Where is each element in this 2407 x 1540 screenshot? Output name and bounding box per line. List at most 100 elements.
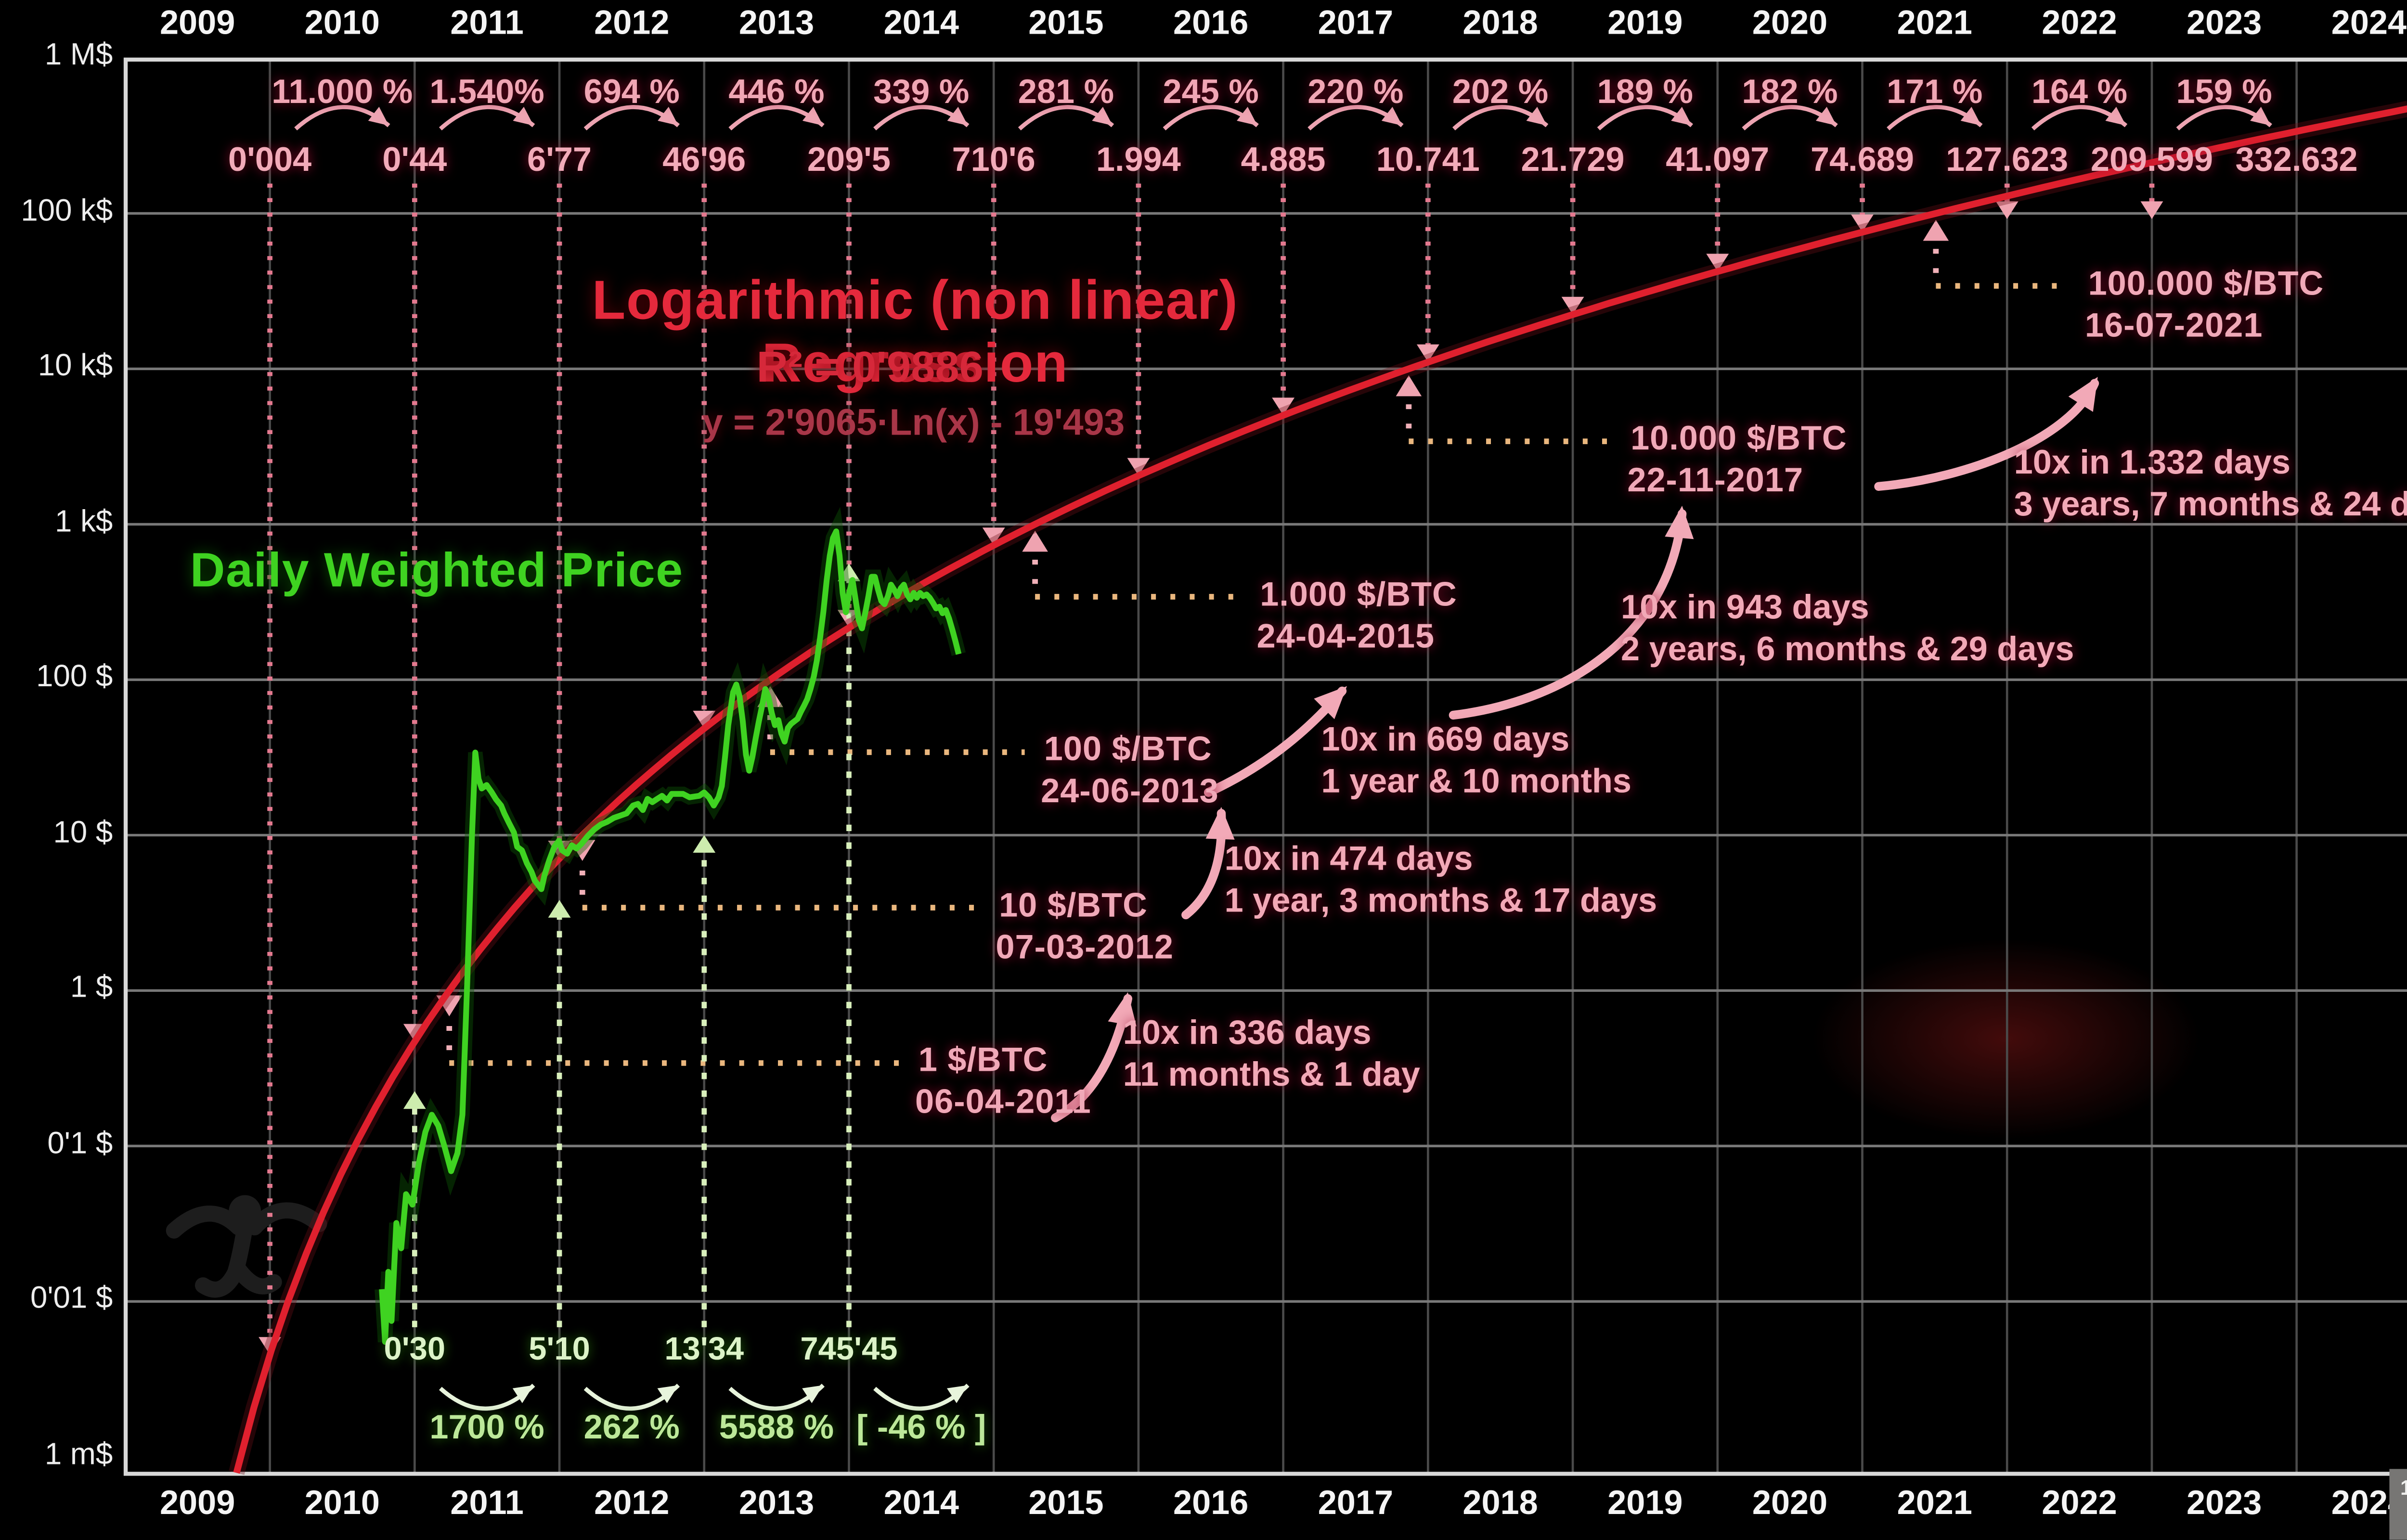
price-axis-label-left: 10 k$ — [38, 349, 113, 384]
milestone-date-label: 07-03-2012 — [996, 928, 1174, 966]
year-label-top: 2022 — [2042, 5, 2117, 42]
tenx-note-line2: 3 years, 7 months & 24 days — [2014, 486, 2407, 524]
reg-growth-label: 189 % — [1597, 74, 1693, 111]
milestone-price-label: 10.000 $/BTC — [1631, 420, 1847, 458]
reg-value-label: 0'004 — [228, 141, 312, 179]
price-marker-label: 745'45 — [800, 1332, 898, 1368]
version-box: 14-10-2014 v 1.1 — [2389, 1469, 2407, 1540]
year-label-top: 2016 — [1173, 5, 1249, 42]
price-curve — [379, 528, 962, 1345]
tenx-note-line1: 10x in 669 days — [1321, 721, 1570, 759]
reg-growth-label: 1.540% — [429, 74, 544, 111]
year-label-bottom: 2023 — [2187, 1485, 2262, 1522]
tenx-note-line1: 10x in 474 days — [1224, 841, 1473, 878]
price-axis-label-left: 1 m$ — [44, 1437, 113, 1472]
reg-growth-label: 11.000 % — [272, 74, 413, 111]
tenx-note-line2: 11 months & 1 day — [1123, 1056, 1420, 1094]
year-label-top: 2010 — [304, 5, 380, 42]
reg-value-label: 21.729 — [1521, 141, 1625, 179]
reg-value-label: 1.994 — [1096, 141, 1181, 179]
price-axis-label-left: 100 $ — [36, 660, 113, 694]
reg-value-label: 4.885 — [1241, 141, 1326, 179]
milestone-date-label: 24-04-2015 — [1256, 617, 1435, 655]
year-label-bottom: 2012 — [594, 1485, 670, 1522]
yearly-gain-label: [ -46 % ] — [856, 1409, 986, 1447]
yearly-gain-label: 1700 % — [429, 1409, 544, 1447]
reg-growth-label: 164 % — [2031, 74, 2128, 111]
milestone-price-label: 100.000 $/BTC — [2088, 265, 2324, 302]
regression-curve — [233, 105, 2407, 1474]
reg-value-label: 41.097 — [1666, 141, 1770, 179]
year-label-bottom: 2010 — [304, 1485, 380, 1522]
year-label-bottom: 2013 — [738, 1485, 815, 1522]
milestone-price-label: 1 $/BTC — [918, 1042, 1048, 1079]
year-label-top: 2017 — [1318, 5, 1394, 42]
year-label-bottom: 2019 — [1607, 1485, 1683, 1522]
price-marker-label: 0'30 — [384, 1332, 446, 1368]
tenx-note-line2: 1 year & 10 months — [1321, 763, 1632, 801]
tenx-note-line1: 10x in 943 days — [1620, 589, 1869, 627]
year-label-bottom: 2015 — [1028, 1485, 1104, 1522]
reg-growth-label: 182 % — [1742, 74, 1838, 111]
year-label-top: 2021 — [1897, 5, 1972, 42]
reg-growth-label: 694 % — [583, 74, 680, 111]
regression-equation: y = 2'9065·Ln(x) - 19'493 — [702, 401, 1125, 443]
year-label-top: 2023 — [2187, 5, 2262, 42]
version-date: 14-10-2014 — [2389, 1476, 2407, 1500]
price-axis-label-left: 0'1 $ — [47, 1127, 113, 1161]
reg-growth-label: 446 % — [728, 74, 825, 111]
reg-value-label: 209.599 — [2090, 141, 2213, 179]
year-label-top: 2024 — [2331, 5, 2407, 42]
reg-value-label: 74.689 — [1810, 141, 1914, 179]
milestone-date-label: 22-11-2017 — [1627, 462, 1804, 500]
price-axis-label-left: 0'01 $ — [30, 1282, 113, 1316]
price-marker-label: 13'34 — [664, 1332, 744, 1368]
yearly-gain-label: 262 % — [583, 1409, 680, 1447]
price-axis-label-left: 10 $ — [53, 816, 113, 850]
reg-value-label: 127.623 — [1946, 141, 2069, 179]
year-label-top: 2013 — [738, 5, 815, 42]
reg-value-label: 332.632 — [2235, 141, 2358, 179]
yearly-gain-label: 5588 % — [719, 1409, 834, 1447]
year-label-bottom: 2021 — [1897, 1485, 1972, 1522]
reg-growth-label: 202 % — [1452, 74, 1549, 111]
reg-growth-label: 171 % — [1887, 74, 1983, 111]
year-label-bottom: 2020 — [1752, 1485, 1828, 1522]
price-axis-label-left: 1 M$ — [44, 38, 113, 73]
tenx-note-line1: 10x in 1.332 days — [2014, 444, 2291, 482]
year-label-top: 2019 — [1607, 5, 1683, 42]
milestone-date-label: 24-06-2013 — [1041, 773, 1219, 810]
year-label-top: 2011 — [450, 5, 524, 42]
reg-growth-label: 220 % — [1307, 74, 1404, 111]
reg-value-label: 10.741 — [1376, 141, 1480, 179]
milestone-date-label: 16-07-2021 — [2084, 307, 2263, 344]
reg-growth-label: 339 % — [873, 74, 970, 111]
tenx-note-line2: 2 years, 6 months & 29 days — [1620, 631, 2074, 668]
year-label-bottom: 2018 — [1462, 1485, 1538, 1522]
milestone-price-label: 10 $/BTC — [999, 886, 1148, 924]
milestone-price-label: 1.000 $/BTC — [1260, 576, 1457, 613]
milestone-date-label: 06-04-2011 — [915, 1084, 1091, 1121]
watermark-figure — [166, 1195, 327, 1298]
year-label-top: 2020 — [1752, 5, 1828, 42]
reg-value-label: 209'5 — [807, 141, 891, 179]
tenx-note-line1: 10x in 336 days — [1123, 1014, 1372, 1052]
year-label-bottom: 2017 — [1318, 1485, 1394, 1522]
year-label-bottom: 2016 — [1173, 1485, 1249, 1522]
price-axis-label-left: 1 k$ — [55, 505, 113, 539]
year-label-bottom: 2014 — [883, 1485, 959, 1522]
reg-value-label: 710'6 — [952, 141, 1035, 179]
reg-value-label: 0'44 — [382, 141, 447, 179]
price-axis-label-left: 100 k$ — [21, 194, 113, 228]
price-marker-label: 5'10 — [529, 1332, 590, 1368]
reg-value-label: 6'77 — [527, 141, 592, 179]
year-label-top: 2018 — [1462, 5, 1538, 42]
version-number: v 1.1 — [2389, 1500, 2407, 1528]
tenx-note-line2: 1 year, 3 months & 17 days — [1224, 883, 1657, 920]
milestone-price-label: 100 $/BTC — [1044, 731, 1212, 769]
price-axis-label-left: 1 $ — [70, 971, 113, 1005]
reg-growth-label: 245 % — [1163, 74, 1259, 111]
chart-title: Logarithmic (non linear) Regression — [592, 270, 1239, 395]
